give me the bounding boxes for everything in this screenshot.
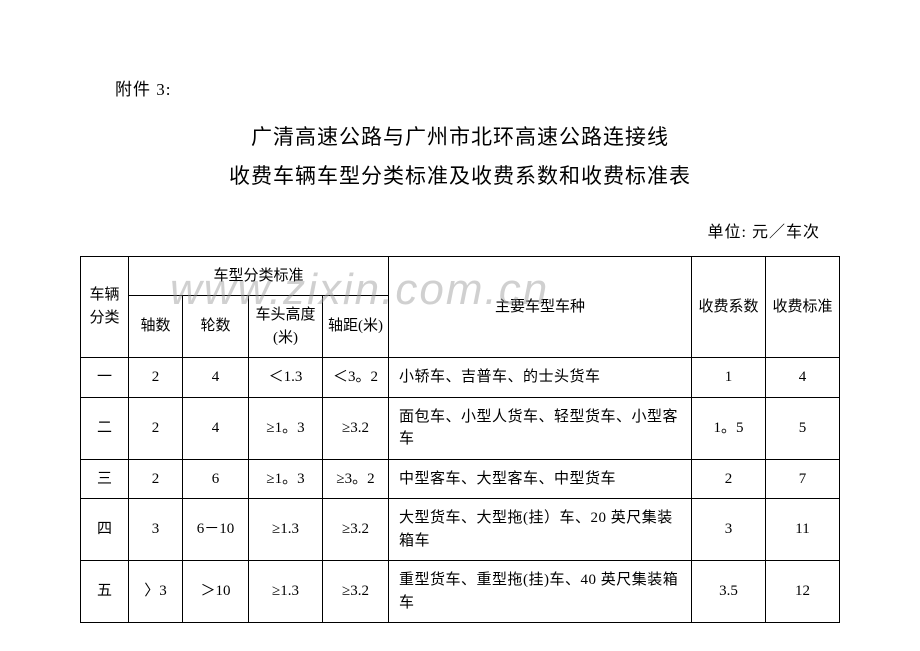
table-row: 四36－10≥1.3≥3.2大型货车、大型拖(挂）车、20 英尺集装箱车311 xyxy=(81,499,840,561)
cell-category: 二 xyxy=(81,397,129,459)
table-row: 一24＜1.3＜3。2小轿车、吉普车、的士头货车14 xyxy=(81,358,840,398)
cell-dist: ≥3.2 xyxy=(323,561,389,623)
cell-fee: 12 xyxy=(766,561,840,623)
table-row: 五〉3＞10≥1.3≥3.2重型货车、重型拖(挂)车、40 英尺集装箱车3.51… xyxy=(81,561,840,623)
header-classification-std: 车型分类标准 xyxy=(129,256,389,296)
header-fee-std: 收费标准 xyxy=(766,256,840,358)
header-axle-count: 轴数 xyxy=(129,296,183,358)
cell-desc: 中型客车、大型客车、中型货车 xyxy=(389,459,692,499)
attachment-label: 附件 3: xyxy=(115,75,840,100)
cell-coef: 3 xyxy=(692,499,766,561)
cell-desc: 重型货车、重型拖(挂)车、40 英尺集装箱车 xyxy=(389,561,692,623)
cell-coef: 1 xyxy=(692,358,766,398)
cell-fee: 4 xyxy=(766,358,840,398)
header-main-types: 主要车型车种 xyxy=(389,256,692,358)
cell-wheel: 6 xyxy=(183,459,249,499)
table-row: 二24≥1。3≥3.2面包车、小型人货车、轻型货车、小型客车1。55 xyxy=(81,397,840,459)
title-line-1: 广清高速公路与广州市北环高速公路连接线 xyxy=(80,118,840,157)
header-axle-dist: 轴距(米) xyxy=(323,296,389,358)
cell-category: 五 xyxy=(81,561,129,623)
cell-height: ＜1.3 xyxy=(249,358,323,398)
cell-dist: ≥3。2 xyxy=(323,459,389,499)
title-line-2: 收费车辆车型分类标准及收费系数和收费标准表 xyxy=(80,157,840,196)
header-vehicle-category: 车辆分类 xyxy=(81,256,129,358)
cell-axle: 2 xyxy=(129,397,183,459)
cell-coef: 1。5 xyxy=(692,397,766,459)
cell-wheel: 4 xyxy=(183,397,249,459)
cell-category: 四 xyxy=(81,499,129,561)
cell-axle: 3 xyxy=(129,499,183,561)
cell-category: 三 xyxy=(81,459,129,499)
cell-coef: 2 xyxy=(692,459,766,499)
cell-fee: 5 xyxy=(766,397,840,459)
table-head: 车辆分类 车型分类标准 主要车型车种 收费系数 收费标准 轴数 轮数 车头高度(… xyxy=(81,256,840,358)
cell-height: ≥1.3 xyxy=(249,499,323,561)
cell-dist: ≥3.2 xyxy=(323,397,389,459)
document-page: 附件 3: 广清高速公路与广州市北环高速公路连接线 收费车辆车型分类标准及收费系… xyxy=(0,0,920,623)
header-head-height: 车头高度(米) xyxy=(249,296,323,358)
cell-height: ≥1。3 xyxy=(249,397,323,459)
cell-fee: 7 xyxy=(766,459,840,499)
header-row-1: 车辆分类 车型分类标准 主要车型车种 收费系数 收费标准 xyxy=(81,256,840,296)
cell-desc: 面包车、小型人货车、轻型货车、小型客车 xyxy=(389,397,692,459)
table-body: 一24＜1.3＜3。2小轿车、吉普车、的士头货车14二24≥1。3≥3.2面包车… xyxy=(81,358,840,623)
cell-wheel: 4 xyxy=(183,358,249,398)
cell-dist: ＜3。2 xyxy=(323,358,389,398)
cell-wheel: ＞10 xyxy=(183,561,249,623)
header-wheel-count: 轮数 xyxy=(183,296,249,358)
cell-fee: 11 xyxy=(766,499,840,561)
header-fee-coef: 收费系数 xyxy=(692,256,766,358)
cell-dist: ≥3.2 xyxy=(323,499,389,561)
fee-standard-table: 车辆分类 车型分类标准 主要车型车种 收费系数 收费标准 轴数 轮数 车头高度(… xyxy=(80,256,840,624)
cell-wheel: 6－10 xyxy=(183,499,249,561)
cell-height: ≥1.3 xyxy=(249,561,323,623)
cell-height: ≥1。3 xyxy=(249,459,323,499)
cell-coef: 3.5 xyxy=(692,561,766,623)
cell-desc: 大型货车、大型拖(挂）车、20 英尺集装箱车 xyxy=(389,499,692,561)
title-block: 广清高速公路与广州市北环高速公路连接线 收费车辆车型分类标准及收费系数和收费标准… xyxy=(80,118,840,196)
cell-category: 一 xyxy=(81,358,129,398)
table-row: 三26≥1。3≥3。2中型客车、大型客车、中型货车27 xyxy=(81,459,840,499)
cell-axle: 〉3 xyxy=(129,561,183,623)
cell-axle: 2 xyxy=(129,459,183,499)
unit-label: 单位: 元／车次 xyxy=(80,218,840,242)
cell-axle: 2 xyxy=(129,358,183,398)
cell-desc: 小轿车、吉普车、的士头货车 xyxy=(389,358,692,398)
